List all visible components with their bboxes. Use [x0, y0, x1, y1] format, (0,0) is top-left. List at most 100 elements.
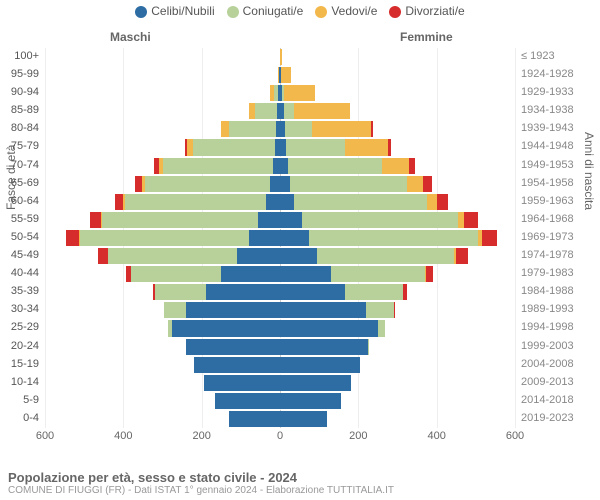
female-bar: [280, 339, 369, 355]
bar-segment: [280, 375, 351, 391]
bar-segment: [482, 230, 498, 246]
female-bar: [280, 411, 327, 427]
pyramid-row: 30-341989-1993: [45, 301, 515, 319]
legend-label: Divorziati/e: [405, 4, 464, 18]
male-bar: [194, 357, 280, 373]
pyramid-row: 85-891934-1938: [45, 102, 515, 120]
legend-item-0: Celibi/Nubili: [135, 4, 214, 18]
bar-segment: [280, 339, 368, 355]
male-bar: [186, 339, 280, 355]
legend-swatch: [315, 6, 327, 18]
bar-segment: [345, 284, 404, 300]
birth-year-label: 1924-1928: [515, 66, 574, 82]
birth-year-label: 1984-1988: [515, 283, 574, 299]
male-bar: [229, 411, 280, 427]
age-label: 40-44: [11, 265, 45, 281]
birth-year-label: 1974-1978: [515, 247, 574, 263]
population-pyramid-chart: Celibi/NubiliConiugati/eVedovi/eDivorzia…: [0, 0, 600, 500]
bar-segment: [366, 302, 393, 318]
female-bar: [280, 121, 373, 137]
bar-segment: [163, 158, 273, 174]
birth-year-label: 1934-1938: [515, 102, 574, 118]
bar-segment: [281, 67, 291, 83]
birth-year-label: 2004-2008: [515, 356, 574, 372]
female-bar: [280, 248, 468, 264]
bar-segment: [345, 139, 388, 155]
x-axis-ticks: 6004002000200400600: [45, 430, 515, 444]
age-label: 100+: [14, 48, 45, 64]
bar-segment: [378, 320, 385, 336]
bar-segment: [280, 411, 327, 427]
bar-segment: [280, 393, 341, 409]
age-label: 65-69: [11, 175, 45, 191]
bar-segment: [280, 266, 331, 282]
birth-year-label: 2014-2018: [515, 392, 574, 408]
plot-area: 100+≤ 192395-991924-192890-941929-193385…: [45, 48, 515, 428]
bar-segment: [284, 85, 315, 101]
bar-segment: [280, 158, 288, 174]
age-label: 0-4: [23, 410, 45, 426]
bar-segment: [273, 158, 280, 174]
birth-year-label: 1944-1948: [515, 138, 574, 154]
bar-segment: [280, 230, 309, 246]
pyramid-row: 20-241999-2003: [45, 338, 515, 356]
legend-swatch: [389, 6, 401, 18]
pyramid-row: 90-941929-1933: [45, 84, 515, 102]
male-bar: [90, 212, 280, 228]
bar-segment: [280, 284, 345, 300]
pyramid-row: 95-991924-1928: [45, 66, 515, 84]
male-bar: [115, 194, 280, 210]
bar-segment: [186, 302, 280, 318]
bar-segment: [221, 266, 280, 282]
bar-segment: [193, 139, 275, 155]
bar-segment: [280, 248, 317, 264]
male-bar: [153, 284, 280, 300]
legend: Celibi/NubiliConiugati/eVedovi/eDivorzia…: [0, 4, 600, 18]
male-bar: [66, 230, 280, 246]
bar-segment: [464, 212, 478, 228]
male-bar: [270, 85, 280, 101]
pyramid-row: 45-491974-1978: [45, 247, 515, 265]
bar-segment: [229, 411, 280, 427]
female-bar: [280, 320, 385, 336]
bar-segment: [266, 194, 280, 210]
x-tick: 600: [36, 430, 54, 442]
female-bar: [280, 49, 282, 65]
bar-segment: [394, 302, 396, 318]
legend-label: Coniugati/e: [243, 4, 304, 18]
y2-axis-title: Anni di nascita: [582, 132, 596, 210]
bar-segment: [280, 212, 302, 228]
pyramid-row: 40-441979-1983: [45, 265, 515, 283]
bar-segment: [309, 230, 477, 246]
bar-segment: [164, 302, 186, 318]
bar-segment: [427, 194, 437, 210]
legend-swatch: [227, 6, 239, 18]
bar-segment: [80, 230, 248, 246]
age-label: 75-79: [11, 138, 45, 154]
female-bar: [280, 85, 315, 101]
birth-year-label: 1979-1983: [515, 265, 574, 281]
bar-segment: [270, 176, 280, 192]
male-bar: [164, 302, 280, 318]
pyramid-row: 100+≤ 1923: [45, 48, 515, 66]
pyramid-row: 35-391984-1988: [45, 283, 515, 301]
bar-segment: [90, 212, 101, 228]
bar-segment: [312, 121, 371, 137]
bar-segment: [145, 176, 270, 192]
bar-segment: [249, 230, 280, 246]
pyramid-row: 15-192004-2008: [45, 356, 515, 374]
bar-segment: [255, 103, 277, 119]
age-label: 60-64: [11, 193, 45, 209]
bar-segment: [388, 139, 391, 155]
bar-segment: [155, 284, 206, 300]
bar-segment: [284, 103, 294, 119]
bar-segment: [194, 357, 280, 373]
bar-segment: [229, 121, 276, 137]
bar-segment: [206, 284, 280, 300]
pyramid-row: 50-541969-1973: [45, 229, 515, 247]
female-bar: [280, 176, 432, 192]
chart-footer: Popolazione per età, sesso e stato civil…: [8, 470, 394, 496]
male-bar: [168, 320, 280, 336]
bar-segment: [66, 230, 80, 246]
x-tick: 400: [114, 430, 132, 442]
